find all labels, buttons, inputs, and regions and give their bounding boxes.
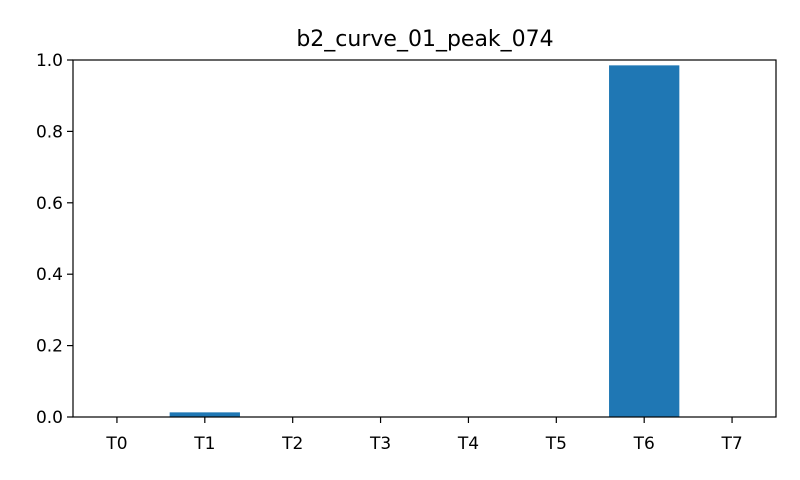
y-tick-label-2: 0.4 (36, 265, 63, 285)
x-tick-label-t3: T3 (369, 434, 391, 454)
x-tick-label-t0: T0 (105, 434, 127, 454)
y-tick-label-4: 0.8 (36, 122, 63, 142)
y-tick-label-3: 0.6 (36, 194, 63, 214)
chart-title: b2_curve_01_peak_074 (296, 27, 553, 52)
x-tick-label-t7: T7 (720, 434, 742, 454)
x-tick-label-t4: T4 (457, 434, 479, 454)
y-tick-label-1: 0.2 (36, 337, 63, 357)
x-tick-label-t1: T1 (193, 434, 215, 454)
x-tick-label-t6: T6 (633, 434, 655, 454)
y-tick-label-0: 0.0 (36, 408, 63, 428)
axes-layer: T0 T1 T2 T3 T4 T5 T6 T7 0.0 0.2 0.4 0.6 0.8 1.0 (36, 51, 777, 454)
plot-frame (72, 59, 777, 418)
x-tick-label-t5: T5 (545, 434, 567, 454)
bar-t6 (609, 65, 680, 418)
x-tick-label-t2: T2 (281, 434, 303, 454)
y-tick-label-5: 1.0 (36, 51, 63, 71)
bars-layer (169, 65, 680, 418)
bar-t1 (169, 412, 240, 417)
